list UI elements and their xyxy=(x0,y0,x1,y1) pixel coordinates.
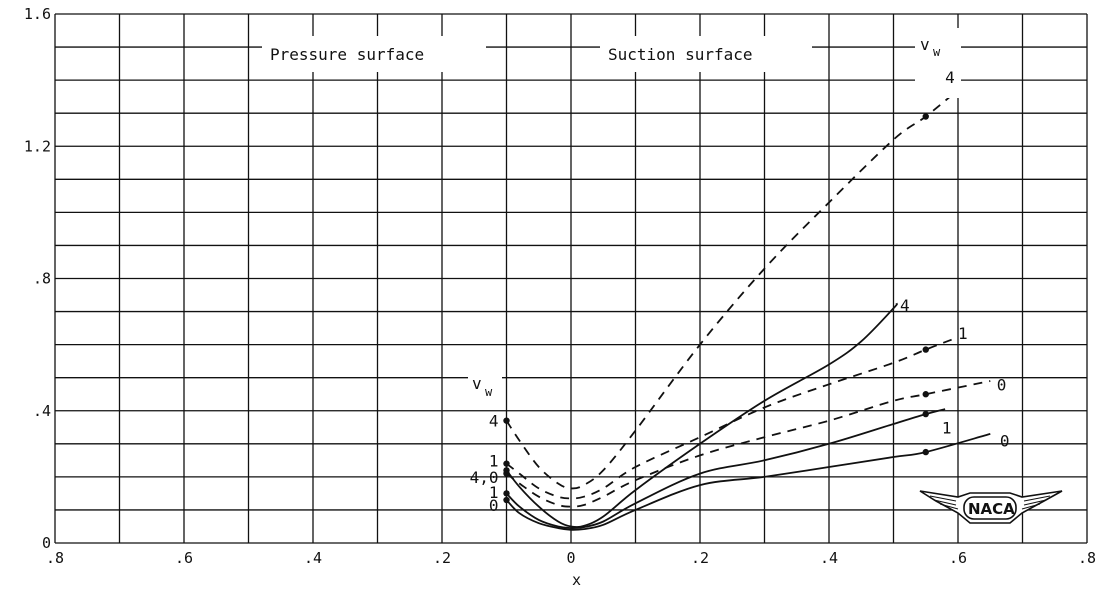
y-tick-label: 1.2 xyxy=(24,137,51,155)
left-value-label: 1 xyxy=(489,451,499,470)
y-tick-label: 1.6 xyxy=(24,5,51,23)
vw-main-subscript: w xyxy=(933,45,941,59)
vw-main-bg xyxy=(915,28,961,98)
grid xyxy=(54,13,1088,544)
x-tick-label: .6 xyxy=(949,549,967,567)
data-point-marker xyxy=(503,490,510,497)
data-point-marker xyxy=(922,391,929,398)
naca-logo-text: NACA xyxy=(968,500,1015,518)
dashed-curve-vw-0 xyxy=(505,380,991,508)
suction-surface-label: Suction surface xyxy=(608,45,753,64)
left-value-labels: 414,010 xyxy=(470,412,499,515)
vw-main-label: v xyxy=(920,35,930,54)
left-value-label: 1 xyxy=(489,483,499,502)
x-tick-label: .6 xyxy=(175,549,193,567)
curve-label-vw-1: 1 xyxy=(958,324,968,343)
tick-labels: .8.6.4.2 0.2.4.6.80.4.81.21.6 xyxy=(24,5,1096,567)
y-tick-label: 0 xyxy=(42,534,51,552)
data-point-marker xyxy=(922,448,929,456)
left-value-label: 4 xyxy=(489,412,499,431)
x-axis-label: x xyxy=(572,571,581,589)
curve-label-vw-0: 0 xyxy=(1000,432,1010,451)
dashed-curve-vw-4 xyxy=(505,89,959,490)
data-point-marker xyxy=(503,496,510,504)
curve-label-vw-4: 4 xyxy=(900,296,910,315)
x-tick-label: .8 xyxy=(1078,549,1096,567)
data-point-marker xyxy=(503,467,510,474)
x-tick-label: .4 xyxy=(304,549,322,567)
curve-label-vw-4: 4 xyxy=(945,68,955,87)
x-tick-label: .2 xyxy=(433,549,451,567)
y-tick-label: .8 xyxy=(33,270,51,288)
y-tick-label: .4 xyxy=(33,402,51,420)
vw-left-bg xyxy=(468,368,502,406)
data-point-marker xyxy=(922,346,929,353)
x-tick-label: .2 xyxy=(691,549,709,567)
data-point-marker xyxy=(503,460,510,467)
left-value-label: 0 xyxy=(489,496,499,515)
curves xyxy=(505,89,991,531)
x-tick-label: .8 xyxy=(46,549,64,567)
x-tick-label: .4 xyxy=(820,549,838,567)
naca-logo: NACA xyxy=(919,490,1063,524)
data-point-marker xyxy=(922,113,929,120)
vw-left-subscript: w xyxy=(485,385,493,399)
vw-left-label: v xyxy=(472,374,482,393)
curve-label-vw-1: 1 xyxy=(942,418,952,437)
pressure-label-bg xyxy=(262,36,486,72)
curve-label-vw-0: 0 xyxy=(997,375,1007,394)
data-point-marker xyxy=(503,417,510,424)
dashed-curve-vw-1 xyxy=(505,338,952,500)
curve-labels: 4 1 0 4 1 0 xyxy=(900,68,1010,451)
solid-curve-vw-0 xyxy=(505,433,991,531)
pressure-surface-label: Pressure surface xyxy=(270,45,424,64)
data-point-marker xyxy=(922,410,929,418)
suction-label-bg xyxy=(600,36,812,72)
x-tick-label: 0 xyxy=(566,549,575,567)
data-markers xyxy=(503,113,929,504)
solid-curve-vw-1 xyxy=(505,408,946,530)
left-value-label: 4,0 xyxy=(470,468,499,487)
solid-curve-vw-4 xyxy=(505,302,899,528)
